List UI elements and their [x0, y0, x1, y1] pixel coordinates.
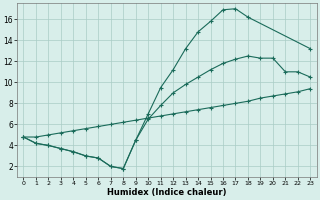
- X-axis label: Humidex (Indice chaleur): Humidex (Indice chaleur): [107, 188, 227, 197]
